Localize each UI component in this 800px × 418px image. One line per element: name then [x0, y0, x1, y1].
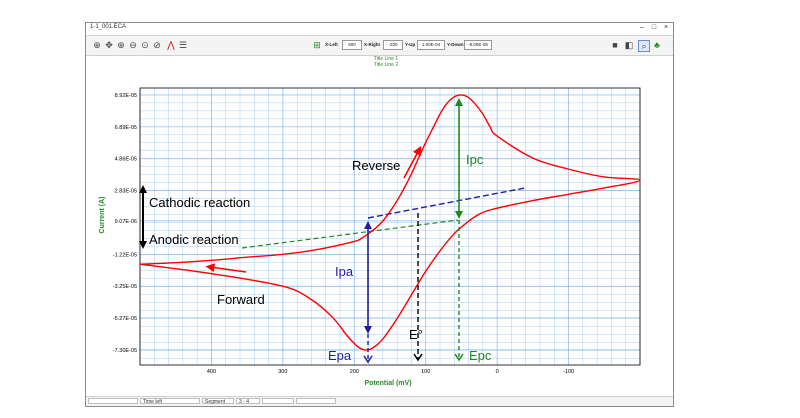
y-tick-label: 2.83E-05: [115, 189, 137, 195]
title-bar: 1-1_001.ECA – □ ×: [86, 23, 673, 36]
status-cell-5: [262, 398, 294, 404]
maximize-icon[interactable]: □: [651, 24, 657, 31]
segment-value: 3 - 4: [236, 398, 260, 405]
y-tick-label: 9.07E-06: [115, 219, 137, 225]
text-tool-icon[interactable]: ☰: [178, 40, 188, 50]
y-tick-label: 4.86E-05: [115, 157, 137, 163]
peak-icon[interactable]: ⋀: [167, 40, 175, 50]
cv-curve-group: [139, 94, 641, 351]
grid: [139, 88, 641, 365]
cv-curve: [139, 94, 641, 351]
y-tick-label: -7.30E-05: [113, 348, 137, 354]
axis-icon: ⊞: [313, 40, 321, 50]
zoom-back-icon[interactable]: ⊘: [153, 40, 161, 50]
x-left-label: X-Left: [325, 42, 338, 47]
x-right-field[interactable]: -200: [383, 40, 403, 50]
time-left-label: Time left: [140, 398, 200, 405]
anodic-reaction-label: Anodic reaction: [149, 232, 239, 247]
copy-icon[interactable]: ◧: [624, 40, 634, 50]
zoom-window-icon[interactable]: ⊙: [141, 40, 149, 50]
zoom-tool-icon[interactable]: ⌕: [638, 40, 650, 52]
y-up-field[interactable]: 1.00E-04: [417, 40, 445, 50]
y-axis-label: Current (A): [99, 197, 106, 234]
epc-label: Epc: [469, 348, 492, 363]
y-down-label: Y-Down: [447, 42, 464, 47]
forward-label: Forward: [217, 292, 265, 307]
y-tick-label: -5.27E-05: [113, 316, 137, 322]
settings-icon[interactable]: ♣: [654, 40, 660, 50]
status-cell-1: [88, 398, 138, 404]
y-tick-label: -3.25E-05: [113, 284, 137, 290]
y-up-label: Y-Up: [405, 42, 416, 47]
cathodic-reaction-label: Cathodic reaction: [149, 195, 250, 210]
anodic-baseline: [241, 219, 459, 249]
zoom-out-icon[interactable]: ⊖: [129, 40, 137, 50]
pan-icon[interactable]: ✥: [105, 40, 113, 50]
x-tick-label: 0: [496, 369, 499, 375]
y-down-field[interactable]: -8.00E-05: [464, 40, 492, 50]
reverse-label: Reverse: [352, 158, 400, 173]
forward-direction-arrow: [205, 263, 247, 273]
ipa-label: Ipa: [335, 264, 354, 279]
close-icon[interactable]: ×: [663, 24, 669, 31]
x-right-label: X-Right: [364, 42, 380, 47]
epa-label: Epa: [328, 348, 352, 363]
window-controls: – □ ×: [637, 24, 671, 32]
y-tick-label: -1.22E-05: [113, 252, 137, 258]
camera-icon[interactable]: ■: [612, 40, 618, 50]
ipc-label: Ipc: [466, 152, 484, 167]
chart-title: Title Line 1: [374, 56, 398, 62]
axis-ticks: 400 300 200 100 0 -100 8.92E-05 6.89E-05 4.86E-0…: [113, 93, 574, 375]
segment-label: Segment: [202, 398, 234, 405]
x-left-field[interactable]: 500: [342, 40, 362, 50]
x-tick-label: 100: [421, 369, 430, 375]
zoom-in-icon[interactable]: ⊕: [117, 40, 125, 50]
plot-frame: [139, 87, 641, 366]
x-tick-label: 300: [278, 369, 287, 375]
chart-subtitle: Title Line 2: [374, 62, 398, 68]
toolbar: ⊕ ✥ ⊕ ⊖ ⊙ ⊘ ⋀ ☰ ⊞ X-Left 500 X-Right -20…: [86, 36, 673, 56]
window-title: 1-1_001.ECA: [90, 24, 127, 30]
reverse-direction-arrow: [403, 146, 422, 179]
x-tick-label: 400: [207, 369, 216, 375]
status-bar: Time left Segment 3 - 4: [86, 396, 673, 406]
y-tick-label: 8.92E-05: [115, 93, 137, 99]
status-cell-6: [296, 398, 336, 404]
x-tick-label: -100: [563, 369, 574, 375]
e0-label: E°: [409, 327, 423, 342]
zoom-fit-icon[interactable]: ⊕: [93, 40, 101, 50]
y-tick-label: 6.89E-05: [115, 125, 137, 131]
minimize-icon[interactable]: –: [640, 24, 644, 31]
cathodic-baseline: [367, 187, 526, 219]
x-tick-label: 200: [350, 369, 359, 375]
x-axis-label: Potential (mV): [364, 380, 411, 387]
